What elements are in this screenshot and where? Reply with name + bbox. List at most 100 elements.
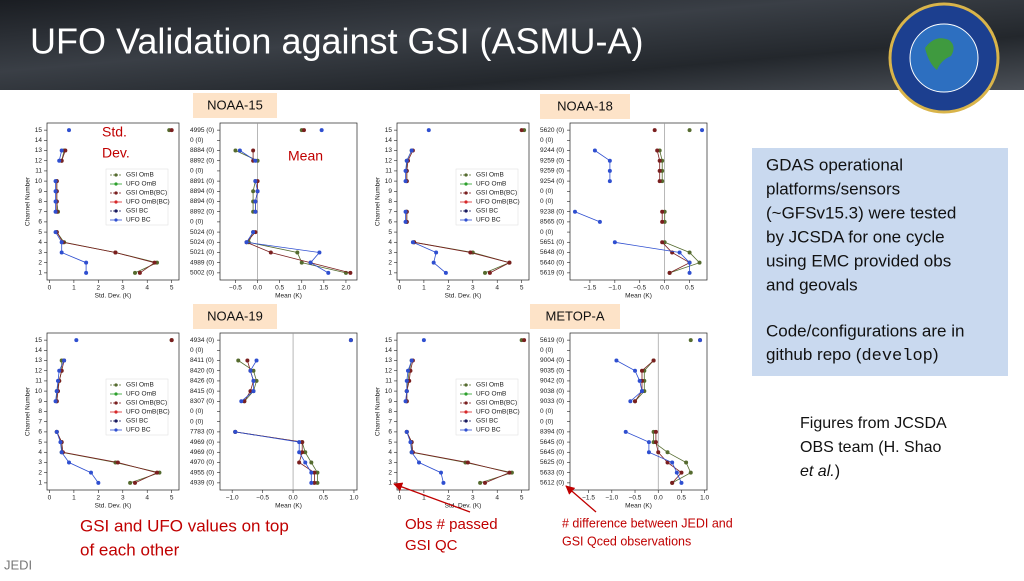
data-point [670, 460, 675, 465]
data-point [233, 429, 238, 434]
y-tick-label: 6 [388, 429, 392, 436]
info-text: github repo ( [766, 345, 862, 364]
obs-count: 8307 (0) [190, 398, 214, 405]
obs-count: 0 (0) [190, 219, 203, 226]
data-point [254, 358, 259, 363]
credit: OBS team (H. Shao [800, 439, 941, 456]
x-axis-label: Std. Dev. (K) [445, 293, 482, 300]
data-point [628, 399, 633, 404]
legend-label: UFO OmB(BC) [126, 199, 170, 206]
annotation: Dev. [102, 145, 130, 161]
x-tick-label: 2 [97, 285, 101, 292]
data-point [317, 250, 322, 255]
data-point [312, 480, 317, 485]
data-point [62, 358, 67, 363]
y-tick-label: 13 [35, 357, 43, 364]
y-tick-label: 11 [35, 168, 42, 175]
obs-count: 4989 (0) [190, 259, 214, 266]
data-point [660, 209, 665, 214]
data-point [519, 128, 524, 133]
legend-marker [464, 410, 468, 414]
data-point [507, 470, 512, 475]
x-tick-label: 0.5 [275, 285, 284, 292]
x-tick-label: 3 [121, 495, 125, 502]
data-point [59, 240, 64, 245]
y-tick-label: 10 [35, 178, 43, 185]
data-point [348, 338, 353, 343]
data-point [254, 378, 259, 383]
x-tick-label: 4 [145, 495, 149, 502]
data-point [652, 128, 657, 133]
data-point [607, 179, 612, 184]
obs-count: 0 (0) [540, 137, 553, 144]
obs-count: 9259 (0) [540, 157, 564, 164]
obs-count: 0 (0) [190, 418, 203, 425]
y-tick-label: 10 [35, 388, 43, 395]
y-tick-label: 2 [38, 259, 42, 266]
data-point [242, 399, 247, 404]
obs-count: 9238 (0) [540, 208, 564, 215]
legend-marker [114, 173, 118, 177]
y-tick-label: 2 [38, 469, 42, 476]
data-point [684, 460, 689, 465]
obs-count: 4939 (0) [190, 480, 214, 487]
annotation: GSI and UFO values on top [80, 516, 289, 535]
obs-count: 5633 (0) [540, 469, 564, 476]
legend-label: UFO OmB(BC) [126, 409, 170, 416]
y-tick-label: 15 [385, 127, 393, 134]
data-point [67, 460, 71, 465]
legend-label: GSI BC [126, 208, 148, 215]
data-point [308, 260, 313, 265]
y-tick-label: 2 [388, 469, 392, 476]
legend-label: UFO OmB [126, 181, 156, 188]
data-point [251, 389, 256, 394]
legend-box [105, 168, 169, 226]
data-point [409, 358, 414, 363]
data-point [633, 399, 638, 404]
data-point [295, 250, 300, 255]
data-point [679, 470, 684, 475]
legend-label: GSI BC [476, 418, 498, 425]
data-point [660, 240, 665, 245]
data-point [403, 179, 408, 184]
obs-count: 9004 (0) [540, 357, 564, 364]
x-axis-label: Std. Dev. (K) [95, 503, 132, 510]
data-point [53, 399, 58, 404]
data-point [687, 250, 692, 255]
annotation: Std. [102, 124, 127, 140]
info-text: github repo (develop) [766, 345, 939, 366]
data-point [657, 179, 662, 184]
obs-count: 8415 (0) [190, 388, 214, 395]
x-tick-label: 5 [520, 285, 524, 292]
x-tick-label: 2.0 [341, 285, 350, 292]
y-tick-label: 7 [38, 208, 42, 215]
obs-count: 5651 (0) [540, 239, 564, 246]
data-point [426, 128, 431, 133]
y-axis-label: Channel Number [25, 176, 32, 226]
x-tick-label: 0 [48, 495, 52, 502]
obs-count: 4969 (0) [190, 449, 214, 456]
x-tick-label: 5 [170, 285, 174, 292]
x-tick-label: 0 [398, 495, 402, 502]
panel-tag [193, 304, 277, 329]
obs-count: 5021 (0) [190, 249, 214, 256]
data-point [653, 440, 658, 445]
y-tick-label: 14 [35, 137, 43, 144]
data-point [421, 338, 426, 343]
data-point [96, 480, 101, 485]
panel-tag [530, 304, 620, 329]
legend-marker [464, 173, 468, 177]
data-point [687, 260, 692, 265]
legend-marker [114, 401, 118, 405]
obs-count: 5620 (0) [540, 127, 564, 134]
data-point [655, 148, 660, 153]
y-tick-label: 13 [385, 357, 393, 364]
obs-count: 9035 (0) [540, 367, 564, 374]
x-tick-label: 2 [447, 495, 451, 502]
data-point [408, 440, 413, 445]
legend-label: UFO OmB [476, 391, 506, 398]
data-point [507, 260, 512, 265]
data-point [651, 358, 656, 363]
y-tick-label: 8 [38, 198, 42, 205]
